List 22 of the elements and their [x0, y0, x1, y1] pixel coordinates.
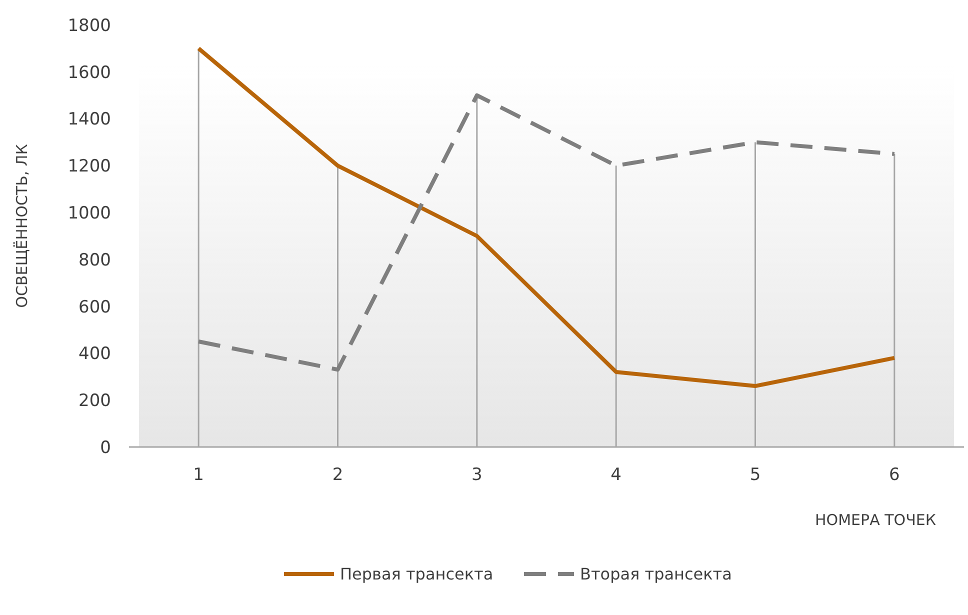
- y-tick-label: 600: [78, 297, 111, 318]
- y-axis-title: ОСВЕЩЁННОСТЬ, ЛК: [13, 144, 31, 308]
- x-tick-label: 3: [472, 465, 482, 485]
- legend-label: Первая трансекта: [340, 564, 494, 584]
- y-tick-label: 400: [78, 344, 111, 364]
- x-tick-label: 5: [750, 465, 761, 485]
- y-tick-label: 1600: [68, 62, 111, 83]
- x-tick-label: 1: [193, 465, 204, 485]
- y-tick-label: 200: [78, 391, 111, 412]
- y-tick-label: 800: [78, 250, 111, 270]
- x-axis-title: НОМЕРА ТОЧЕК: [815, 511, 936, 529]
- y-tick-label: 0: [100, 438, 111, 458]
- y-tick-label: 1000: [68, 204, 111, 224]
- line-series: [196, 93, 896, 372]
- x-tick-label: 6: [889, 465, 900, 485]
- legend-label: Вторая трансекта: [580, 564, 732, 584]
- y-tick-label: 1800: [68, 16, 111, 36]
- y-tick-label: 1400: [68, 110, 111, 130]
- y-tick-label: 1200: [68, 156, 111, 177]
- x-tick-label: 4: [610, 465, 622, 485]
- line-series: [196, 46, 896, 388]
- x-tick-label: 2: [332, 465, 344, 485]
